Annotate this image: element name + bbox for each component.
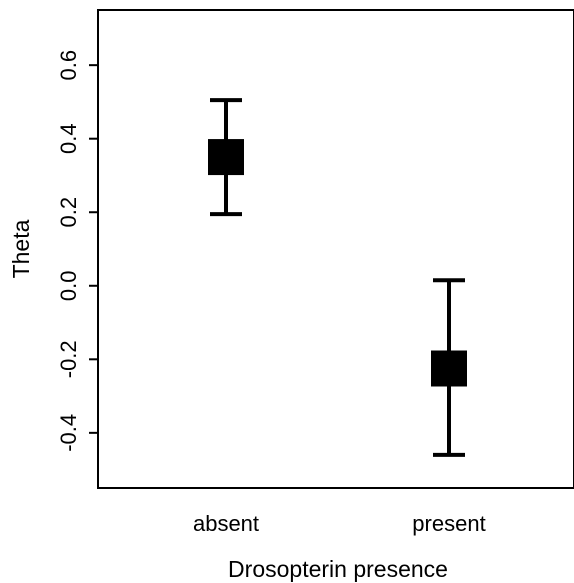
data-marks — [208, 98, 467, 457]
plot-frame — [97, 9, 574, 489]
y-tick-label: 0.2 — [56, 197, 81, 228]
y-tick-label: 0.0 — [56, 270, 81, 301]
point-marker — [431, 350, 467, 387]
y-tick-label: 0.4 — [56, 123, 81, 154]
y-axis: -0.4 -0.2 0.0 0.2 0.4 0.6 — [56, 50, 99, 452]
point-marker — [208, 139, 244, 176]
y-tick-label: 0.6 — [56, 50, 81, 81]
y-tick-label: -0.2 — [56, 340, 81, 378]
x-axis-title: Drosopterin presence — [228, 556, 448, 582]
y-tick-label: -0.4 — [56, 414, 81, 452]
x-category-label: present — [412, 511, 485, 536]
y-axis-title: Theta — [8, 219, 34, 278]
x-axis: absent present — [193, 511, 486, 536]
x-category-label: absent — [193, 511, 259, 536]
